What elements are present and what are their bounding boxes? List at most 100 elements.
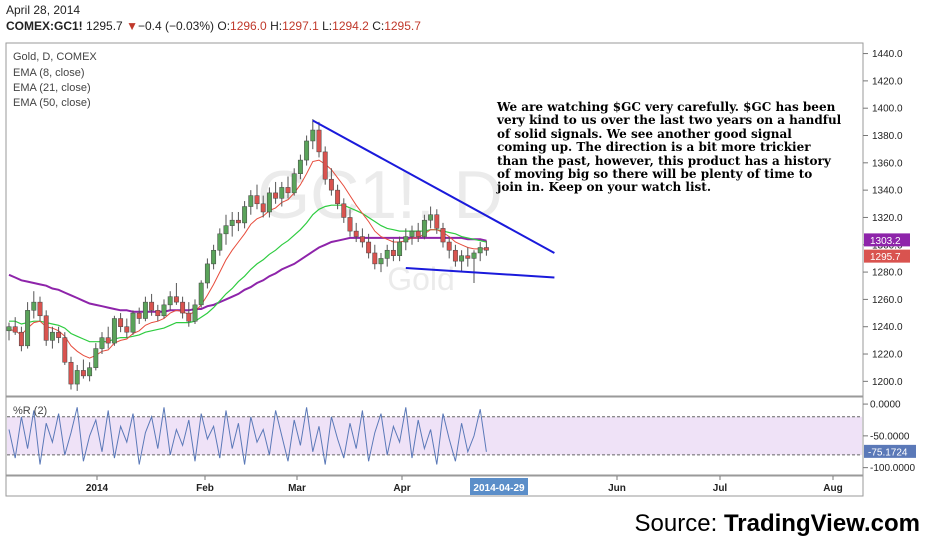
price-tick-label: 1360.0 <box>872 158 903 169</box>
price-tick-label: 1440.0 <box>872 49 903 60</box>
indicator-title[interactable]: %R (2) <box>13 405 47 417</box>
price-tick-label: 1380.0 <box>872 131 903 142</box>
indicator-tick-label: -50.0000 <box>870 431 910 442</box>
last-price-label: 1295.7 <box>870 252 901 263</box>
candle-body <box>297 159 303 174</box>
indicator-tick-label: -100.0000 <box>870 463 915 474</box>
trendlines[interactable] <box>312 119 555 279</box>
candle-body <box>353 230 359 237</box>
candle <box>390 239 396 262</box>
candle <box>260 195 266 218</box>
candle-body <box>18 331 24 347</box>
candle <box>118 313 124 333</box>
candle <box>428 206 434 229</box>
candle-body <box>111 318 117 344</box>
time-tick-label: Jun <box>608 483 626 494</box>
candle <box>378 252 384 273</box>
low-value: 1294.2 <box>332 19 369 33</box>
candle-body <box>173 296 179 303</box>
legend-ema8[interactable]: EMA (8, close) <box>13 67 85 79</box>
candle <box>204 258 210 289</box>
candle-body <box>130 312 136 333</box>
candle-body <box>328 178 334 191</box>
candle-body <box>266 192 272 213</box>
candle-body <box>74 370 80 385</box>
low-label: L: <box>322 19 333 33</box>
candle <box>223 214 229 245</box>
candle <box>397 236 403 262</box>
indicator-axis[interactable]: 0.0000 -50.0000 -100.0000 <box>863 400 915 475</box>
candle <box>328 168 334 196</box>
candle-body <box>155 310 161 317</box>
candle-body <box>87 367 93 377</box>
price-tick-label: 1200.0 <box>872 377 903 388</box>
candle-body <box>341 203 347 218</box>
candle-body <box>149 301 155 311</box>
trendline <box>312 119 555 254</box>
price-tick-label: 1340.0 <box>872 186 903 197</box>
candle <box>155 304 161 322</box>
candle-body <box>49 331 55 341</box>
price-tick-label: 1400.0 <box>872 104 903 115</box>
candle-body <box>204 263 210 284</box>
candle-body <box>25 310 31 347</box>
last-price-box <box>864 249 910 263</box>
symbol[interactable]: COMEX:GC1! <box>6 19 83 33</box>
price-tick-label: 1420.0 <box>872 76 903 87</box>
candle <box>335 184 341 210</box>
last-price: 1295.7 <box>86 19 123 33</box>
chart-title: Gold, D, COMEX <box>13 51 97 63</box>
ema50-price-box <box>864 233 910 247</box>
legend-ema50[interactable]: EMA (50, close) <box>13 97 91 109</box>
indicator-last-box <box>864 444 916 458</box>
candle-body <box>12 326 18 333</box>
high-value: 1297.1 <box>282 19 319 33</box>
candle <box>130 310 136 335</box>
candle-body <box>124 326 130 333</box>
source-credit: Source: TradingView.com <box>635 510 920 538</box>
candle <box>359 228 365 248</box>
candle <box>62 332 68 365</box>
open-value: 1296.0 <box>230 19 267 33</box>
candle-body <box>6 326 12 332</box>
candle <box>279 181 285 207</box>
candle <box>161 299 167 319</box>
time-axis-frame <box>5 475 864 497</box>
trendline <box>405 266 555 279</box>
candle-body <box>322 151 328 180</box>
candle <box>403 228 409 251</box>
price-axis[interactable]: 1440.0 1420.0 1400.0 1380.0 1360.0 1340.0 1320… <box>863 49 903 388</box>
candle-body <box>335 189 341 205</box>
candle <box>186 302 192 327</box>
high-label: H: <box>270 19 283 33</box>
price-change: −0.4 (−0.03%) <box>137 19 215 33</box>
candle <box>25 302 31 349</box>
candle <box>56 326 62 344</box>
candle <box>471 250 477 284</box>
candle <box>384 244 390 267</box>
candle-body <box>428 214 434 221</box>
candle-body <box>56 331 62 338</box>
candle <box>477 242 483 262</box>
time-axis[interactable]: 2014 Feb Mar Apr Jun Jul Aug 2014-04-29 <box>86 476 843 495</box>
legend-ema21[interactable]: EMA (21, close) <box>13 82 91 94</box>
candle <box>217 228 223 256</box>
candle-body <box>118 318 124 327</box>
candle <box>297 154 303 180</box>
close-value: 1295.7 <box>384 19 421 33</box>
candle <box>149 293 155 316</box>
candle-body <box>347 217 353 232</box>
candle <box>180 296 186 319</box>
candle <box>316 121 322 158</box>
time-cursor-box <box>470 478 528 495</box>
time-cursor-label: 2014-04-29 <box>473 483 525 494</box>
candle <box>273 181 279 204</box>
candle-body <box>390 249 396 256</box>
candle-body <box>409 230 415 237</box>
price-tick-label: 1240.0 <box>872 322 903 333</box>
candle-body <box>198 282 204 306</box>
time-tick-label: Aug <box>823 483 842 494</box>
candle-body <box>37 301 43 317</box>
candle <box>136 307 142 324</box>
